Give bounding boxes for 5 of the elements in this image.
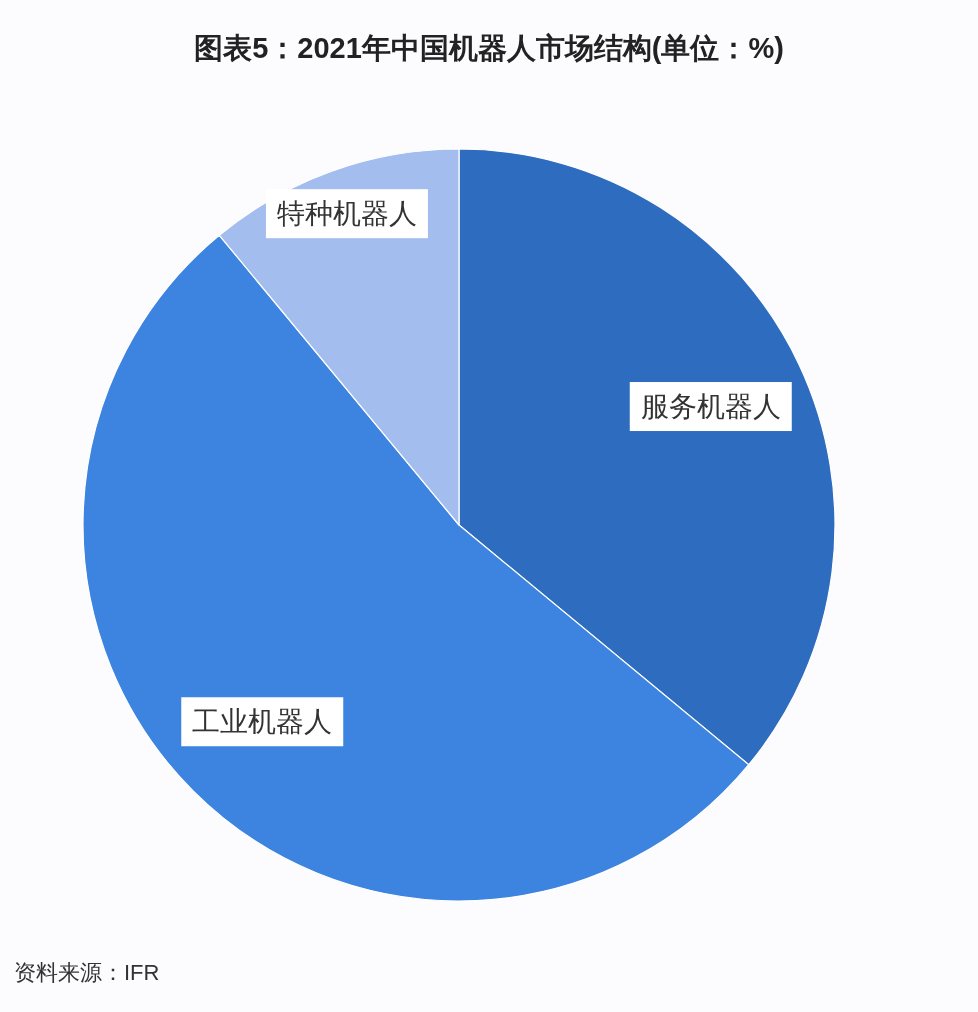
- slice-label: 工业机器人: [192, 706, 333, 738]
- text: 资料来源：IFR: [14, 960, 160, 985]
- slice-label: 服务机器人: [640, 391, 781, 423]
- chart-title: 图表5：2021年中国机器人市场结构(单位：%): [194, 32, 784, 64]
- slice-label: 特种机器人: [276, 198, 417, 230]
